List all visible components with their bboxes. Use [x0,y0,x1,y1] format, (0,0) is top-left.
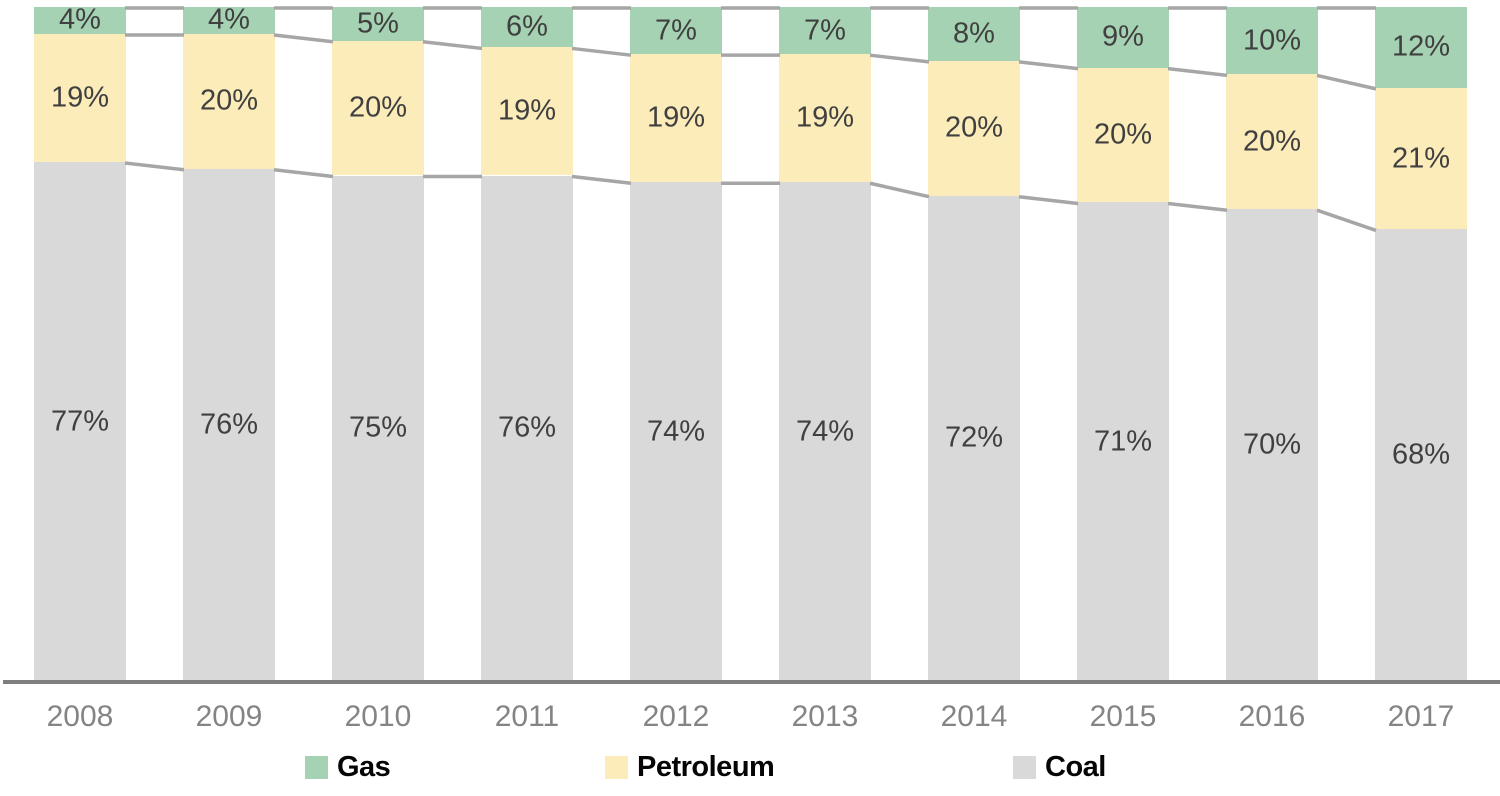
data-label-2011-gas: 6% [506,10,548,43]
bar-2013-petroleum-segment [779,54,871,183]
data-label-2012-coal: 74% [646,415,706,448]
data-label-2009-gas: 4% [208,3,250,36]
bar-2015-coal-segment [1077,202,1169,681]
bar-2008-gas-segment [34,7,126,34]
bar-2009-gas-segment [183,7,275,34]
bar-2012-petroleum-segment [630,54,722,183]
bar-2011-coal-segment [481,175,573,681]
x-tick-2012: 2012 [642,700,710,733]
bar-2011-gas-segment [481,7,573,48]
data-label-2016-coal: 70% [1242,428,1302,461]
bar-2014-coal-segment [928,195,1020,681]
data-label-2009-coal: 76% [199,408,259,441]
bar-2010-gas-segment [332,7,424,41]
data-label-2012-gas: 7% [655,14,697,47]
bar-2016-coal-segment [1226,209,1318,681]
legend-item-coal: Coal [1013,751,1106,784]
data-label-2016-petroleum: 20% [1242,125,1302,158]
bar-2017-petroleum-segment [1375,87,1467,230]
data-label-2014-gas: 8% [953,17,995,50]
bar-2010-petroleum-segment [332,40,424,176]
bar-2014-gas-segment [928,7,1020,61]
data-label-2008-coal: 77% [50,405,110,437]
x-tick-2013: 2013 [791,700,859,733]
bar-2009-petroleum-segment [183,33,275,169]
data-label-2013-petroleum: 19% [795,101,855,134]
data-label-2015-petroleum: 20% [1093,118,1153,151]
bar-2010-coal-segment [332,175,424,681]
bar-2008-coal-segment [34,162,126,681]
x-tick-2011: 2011 [494,700,560,733]
data-label-2010-petroleum: 20% [348,91,408,124]
data-label-2014-petroleum: 20% [944,111,1004,144]
bar-2017-coal-segment [1375,229,1467,681]
legend-swatch-coal [1013,756,1036,780]
bar-2017-gas-segment [1375,7,1467,88]
x-tick-2010: 2010 [344,700,412,733]
bar-2009-coal-segment [183,168,275,681]
data-label-2016-gas: 10% [1242,24,1302,57]
data-label-2009-petroleum: 20% [199,84,259,117]
bar-2012-coal-segment [630,182,722,681]
legend-swatch-gas [305,756,328,780]
x-tick-2008: 2008 [46,700,114,733]
data-label-2008-petroleum: 19% [50,81,110,114]
x-tick-2017: 2017 [1387,700,1455,733]
bar-2013-coal-segment [779,182,871,681]
data-label-2013-coal: 74% [795,415,855,448]
data-label-2012-petroleum: 19% [646,101,706,134]
data-label-2017-coal: 68% [1391,438,1451,471]
bar-2015-petroleum-segment [1077,67,1169,203]
data-label-2010-coal: 75% [348,411,408,444]
data-label-2010-gas: 5% [357,7,399,40]
data-label-2014-coal: 72% [944,421,1004,454]
legend-label-gas: Gas [337,751,391,783]
bar-2014-petroleum-segment [928,60,1020,196]
legend: Gas Petroleum Coal [0,751,1500,786]
legend-swatch-petroleum [605,756,628,780]
legend-label-coal: Coal [1045,751,1106,783]
data-label-2011-petroleum: 19% [497,94,557,127]
data-label-2008-gas: 4% [59,3,101,36]
data-label-2017-gas: 12% [1391,30,1451,63]
bar-2016-petroleum-segment [1226,74,1318,210]
data-label-2015-gas: 9% [1102,20,1144,53]
bar-2015-gas-segment [1077,7,1169,68]
legend-item-gas: Gas [305,751,391,784]
data-label-2013-gas: 7% [804,14,846,47]
x-tick-2016: 2016 [1238,700,1306,733]
data-label-2011-coal: 76% [497,411,557,444]
bar-2016-gas-segment [1226,7,1318,75]
bar-2012-gas-segment [630,7,722,55]
legend-label-petroleum: Petroleum [637,751,775,783]
bar-2011-petroleum-segment [481,47,573,176]
data-label-2015-coal: 71% [1093,425,1153,458]
x-axis-line [3,680,1500,684]
legend-item-petroleum: Petroleum [605,751,775,784]
data-label-2017-petroleum: 21% [1391,142,1451,175]
x-tick-2014: 2014 [940,700,1008,733]
bar-2008-petroleum-segment [34,33,126,162]
bar-2013-gas-segment [779,7,871,55]
x-tick-2009: 2009 [195,700,263,733]
x-tick-2015: 2015 [1089,700,1157,733]
